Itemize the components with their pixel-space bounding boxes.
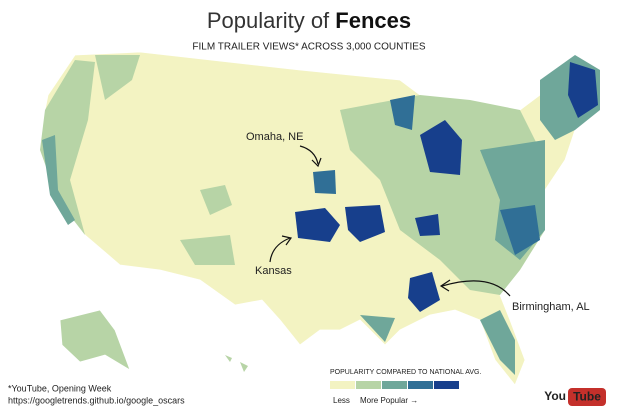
footnote-url: https://googletrends.github.io/google_os… xyxy=(8,395,185,405)
region xyxy=(200,185,232,215)
legend-swatch xyxy=(330,381,355,389)
arrow xyxy=(441,280,511,297)
region xyxy=(420,120,462,175)
region xyxy=(340,95,545,295)
region xyxy=(345,205,385,242)
region xyxy=(40,60,95,235)
title-emphasis: Fences xyxy=(335,8,411,33)
alaska xyxy=(59,309,131,371)
subtitle: FILM TRAILER VIEWS* ACROSS 3,000 COUNTIE… xyxy=(192,42,426,53)
legend-swatch xyxy=(434,381,459,389)
logo-you: You xyxy=(544,389,566,403)
legend-swatch xyxy=(408,381,433,389)
logo-tube: Tube xyxy=(573,390,601,404)
hawaii xyxy=(225,355,248,372)
annotation: Kansas xyxy=(255,265,292,277)
legend-low: Less xyxy=(333,396,350,405)
region xyxy=(390,95,415,130)
annotation-arrows xyxy=(269,145,511,297)
region xyxy=(568,62,598,118)
arrowhead xyxy=(311,157,322,168)
arrowhead xyxy=(281,235,293,246)
arrow xyxy=(269,237,291,263)
arrowhead xyxy=(439,279,451,292)
annotation: Birmingham, AL xyxy=(512,301,590,313)
logo-badge xyxy=(568,388,606,406)
region xyxy=(500,205,540,255)
region xyxy=(313,170,336,194)
region xyxy=(295,208,340,242)
region xyxy=(180,235,235,265)
region xyxy=(480,310,515,375)
title: Popularity of Fences xyxy=(207,8,411,33)
legend-swatch xyxy=(356,381,381,389)
youtube-logo: You Tube xyxy=(544,388,606,406)
region xyxy=(360,315,395,342)
region xyxy=(415,214,440,236)
us-map xyxy=(39,51,601,386)
region xyxy=(408,272,440,312)
title-prefix: Popularity of xyxy=(207,8,330,33)
legend: POPULARITY COMPARED TO NATIONAL AVG. Les… xyxy=(330,369,481,405)
legend-title: POPULARITY COMPARED TO NATIONAL AVG. xyxy=(330,369,481,376)
annotation: Omaha, NE xyxy=(246,131,303,143)
legend-swatch xyxy=(382,381,407,389)
region xyxy=(42,135,75,225)
arrow xyxy=(299,145,319,165)
footnote-source: *YouTube, Opening Week xyxy=(8,383,112,393)
region xyxy=(95,55,140,100)
legend-high: More Popular → xyxy=(360,396,418,405)
